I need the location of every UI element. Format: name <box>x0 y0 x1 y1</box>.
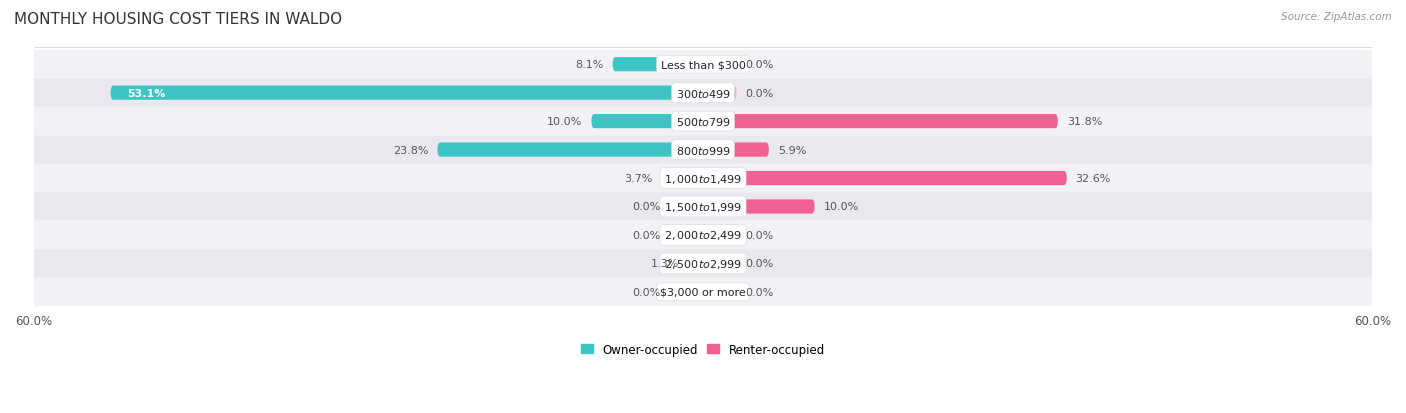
Text: $300 to $499: $300 to $499 <box>675 88 731 100</box>
Text: 1.3%: 1.3% <box>651 259 679 269</box>
Text: $3,000 or more: $3,000 or more <box>661 287 745 297</box>
FancyBboxPatch shape <box>111 86 703 100</box>
FancyBboxPatch shape <box>703 58 737 72</box>
FancyBboxPatch shape <box>703 86 737 100</box>
FancyBboxPatch shape <box>11 79 1395 108</box>
FancyBboxPatch shape <box>11 108 1395 136</box>
Text: 10.0%: 10.0% <box>824 202 859 212</box>
FancyBboxPatch shape <box>703 285 737 299</box>
Text: $1,000 to $1,499: $1,000 to $1,499 <box>664 172 742 185</box>
Text: $2,500 to $2,999: $2,500 to $2,999 <box>664 257 742 270</box>
Text: 53.1%: 53.1% <box>128 88 166 98</box>
Text: 0.0%: 0.0% <box>745 88 773 98</box>
Text: 0.0%: 0.0% <box>745 259 773 269</box>
Text: 8.1%: 8.1% <box>575 60 603 70</box>
Text: 0.0%: 0.0% <box>745 230 773 240</box>
FancyBboxPatch shape <box>669 228 703 242</box>
FancyBboxPatch shape <box>613 58 703 72</box>
FancyBboxPatch shape <box>669 200 703 214</box>
FancyBboxPatch shape <box>592 115 703 129</box>
FancyBboxPatch shape <box>703 171 1067 186</box>
Text: 0.0%: 0.0% <box>745 60 773 70</box>
Text: 0.0%: 0.0% <box>633 230 661 240</box>
Text: 5.9%: 5.9% <box>778 145 806 155</box>
Text: 32.6%: 32.6% <box>1076 173 1111 184</box>
FancyBboxPatch shape <box>689 256 703 271</box>
FancyBboxPatch shape <box>437 143 703 157</box>
Text: 0.0%: 0.0% <box>633 287 661 297</box>
FancyBboxPatch shape <box>703 256 737 271</box>
FancyBboxPatch shape <box>11 221 1395 249</box>
Legend: Owner-occupied, Renter-occupied: Owner-occupied, Renter-occupied <box>576 338 830 361</box>
FancyBboxPatch shape <box>662 171 703 186</box>
Text: 0.0%: 0.0% <box>745 287 773 297</box>
Text: 31.8%: 31.8% <box>1067 117 1102 127</box>
Text: $800 to $999: $800 to $999 <box>675 144 731 156</box>
Text: $1,500 to $1,999: $1,500 to $1,999 <box>664 200 742 214</box>
FancyBboxPatch shape <box>703 200 814 214</box>
Text: 0.0%: 0.0% <box>633 202 661 212</box>
FancyBboxPatch shape <box>11 278 1395 306</box>
FancyBboxPatch shape <box>11 164 1395 193</box>
FancyBboxPatch shape <box>11 249 1395 278</box>
Text: $500 to $799: $500 to $799 <box>675 116 731 128</box>
Text: Less than $300: Less than $300 <box>661 60 745 70</box>
Text: 3.7%: 3.7% <box>624 173 652 184</box>
Text: $2,000 to $2,499: $2,000 to $2,499 <box>664 229 742 242</box>
Text: 10.0%: 10.0% <box>547 117 582 127</box>
FancyBboxPatch shape <box>11 51 1395 79</box>
FancyBboxPatch shape <box>11 193 1395 221</box>
FancyBboxPatch shape <box>11 136 1395 164</box>
Text: 23.8%: 23.8% <box>394 145 429 155</box>
FancyBboxPatch shape <box>703 228 737 242</box>
Text: Source: ZipAtlas.com: Source: ZipAtlas.com <box>1281 12 1392 22</box>
FancyBboxPatch shape <box>669 285 703 299</box>
FancyBboxPatch shape <box>703 115 1057 129</box>
Text: MONTHLY HOUSING COST TIERS IN WALDO: MONTHLY HOUSING COST TIERS IN WALDO <box>14 12 342 27</box>
FancyBboxPatch shape <box>703 143 769 157</box>
